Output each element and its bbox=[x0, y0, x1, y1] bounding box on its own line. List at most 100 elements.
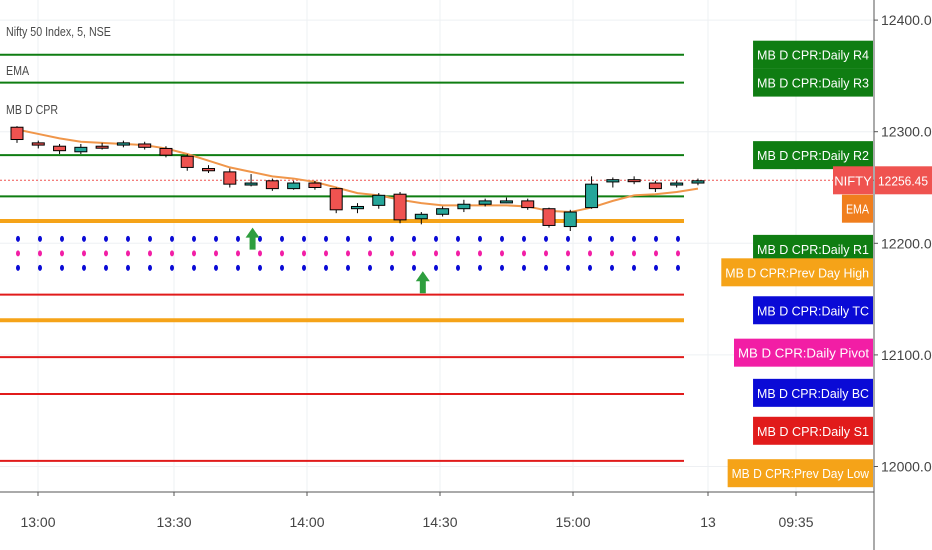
candle-body bbox=[585, 183, 599, 209]
candle bbox=[265, 178, 279, 191]
candle bbox=[606, 177, 620, 188]
cpr-dot-bc bbox=[214, 264, 218, 271]
x-tick-label: 14:30 bbox=[422, 514, 457, 530]
cpr-dot-bc bbox=[38, 264, 42, 271]
cpr-dot-tc bbox=[500, 235, 504, 242]
price-label-bg bbox=[753, 378, 873, 407]
cpr-dot-bc bbox=[192, 264, 196, 271]
price-label-text: MB D CPR:Daily R4 bbox=[757, 48, 869, 63]
candle bbox=[116, 140, 130, 148]
cpr-dot-tc bbox=[104, 235, 108, 242]
candle-body bbox=[648, 182, 662, 190]
y-tick-label: 12400.00 bbox=[881, 12, 932, 28]
price-label-text: MB D CPR:Daily TC bbox=[757, 303, 869, 318]
y-tick-label: 12300.00 bbox=[881, 124, 932, 140]
candle-body bbox=[10, 126, 24, 141]
cpr-dot-pivot bbox=[302, 250, 306, 257]
candle bbox=[521, 198, 535, 210]
candle-body bbox=[202, 168, 216, 172]
cpr-dot-pivot bbox=[170, 250, 174, 257]
cpr-dot-bc bbox=[302, 264, 306, 271]
candle-body bbox=[159, 147, 173, 156]
price-label-bg bbox=[753, 141, 873, 170]
candle bbox=[457, 199, 471, 213]
price-label-text: MB D CPR:Daily S1 bbox=[757, 424, 869, 439]
cpr-dot-pivot bbox=[632, 250, 636, 257]
price-label: MB D CPR:Daily S1 bbox=[753, 416, 873, 445]
cpr-dot-tc bbox=[478, 235, 482, 242]
x-tick-label: 15:00 bbox=[555, 514, 590, 530]
candle-body bbox=[308, 182, 322, 188]
candle bbox=[627, 176, 641, 185]
cpr-dot-bc bbox=[16, 264, 20, 271]
price-label-bg bbox=[753, 416, 873, 445]
candle bbox=[308, 180, 322, 190]
price-label: MB D CPR:Daily R1 bbox=[753, 234, 873, 263]
cpr-dot-tc bbox=[368, 235, 372, 242]
candle-body bbox=[372, 194, 386, 206]
legend-symbol[interactable]: Nifty 50 Index, 5, NSE bbox=[6, 24, 111, 39]
cpr-dot-tc bbox=[38, 235, 42, 242]
cpr-dot-pivot bbox=[544, 250, 548, 257]
candle-body bbox=[478, 200, 492, 205]
x-tick-label: 14:00 bbox=[289, 514, 324, 530]
legend-ema[interactable]: EMA bbox=[6, 63, 30, 78]
candle bbox=[10, 126, 24, 143]
y-tick-label: 12000.00 bbox=[881, 459, 932, 475]
cpr-dot-tc bbox=[632, 235, 636, 242]
ema-line bbox=[16, 128, 699, 214]
cpr-dot-bc bbox=[170, 264, 174, 271]
cpr-dot-pivot bbox=[522, 250, 526, 257]
symbol-tag-text: NIFTY bbox=[834, 173, 872, 188]
cpr-dot-tc bbox=[676, 235, 680, 242]
cpr-dot-bc bbox=[324, 264, 328, 271]
cpr-dot-pivot bbox=[610, 250, 614, 257]
cpr-dot-pivot bbox=[676, 250, 680, 257]
cpr-dot-pivot bbox=[82, 250, 86, 257]
cpr-dot-bc bbox=[236, 264, 240, 271]
candle-body bbox=[436, 208, 450, 215]
cpr-dot-pivot bbox=[654, 250, 658, 257]
candle-body bbox=[138, 143, 152, 148]
candle bbox=[585, 176, 599, 209]
last-price-tag: NIFTY 12256.45 bbox=[833, 166, 932, 195]
candle-body bbox=[116, 142, 130, 146]
cpr-dot-pivot bbox=[236, 250, 240, 257]
y-tick-label: 12100.00 bbox=[881, 347, 932, 363]
cpr-dot-bc bbox=[412, 264, 416, 271]
price-label-text: MB D CPR:Daily Pivot bbox=[738, 346, 869, 361]
candle bbox=[31, 140, 45, 149]
cpr-dot-pivot bbox=[324, 250, 328, 257]
cpr-dot-pivot bbox=[192, 250, 196, 257]
cpr-dot-tc bbox=[412, 235, 416, 242]
price-label: EMA bbox=[841, 194, 873, 223]
cpr-dot-tc bbox=[148, 235, 152, 242]
candle bbox=[499, 197, 513, 204]
candle-body bbox=[457, 203, 471, 210]
price-label-bg bbox=[734, 338, 873, 367]
price-label-bg bbox=[753, 68, 873, 97]
cpr-dot-tc bbox=[654, 235, 658, 242]
candle bbox=[53, 143, 67, 155]
cpr-dot-tc bbox=[434, 235, 438, 242]
candle-body bbox=[521, 200, 535, 209]
candle bbox=[691, 178, 705, 186]
cpr-dot-bc bbox=[82, 264, 86, 271]
symbol-tag-bg bbox=[833, 166, 873, 195]
cpr-dot-bc bbox=[676, 264, 680, 271]
cpr-dot-bc bbox=[390, 264, 394, 271]
cpr-dot-bc bbox=[654, 264, 658, 271]
price-label-bg bbox=[721, 258, 873, 287]
cpr-dot-pivot bbox=[588, 250, 592, 257]
price-label-text: MB D CPR:Prev Day Low bbox=[732, 466, 870, 481]
candle-body bbox=[74, 146, 88, 153]
cpr-dot-tc bbox=[82, 235, 86, 242]
cpr-dot-pivot bbox=[104, 250, 108, 257]
legend-indicator[interactable]: MB D CPR bbox=[6, 102, 59, 117]
candle-body bbox=[414, 213, 428, 220]
cpr-dot-pivot bbox=[478, 250, 482, 257]
cpr-dot-pivot bbox=[258, 250, 262, 257]
cpr-dot-bc bbox=[588, 264, 592, 271]
candle bbox=[542, 207, 556, 228]
